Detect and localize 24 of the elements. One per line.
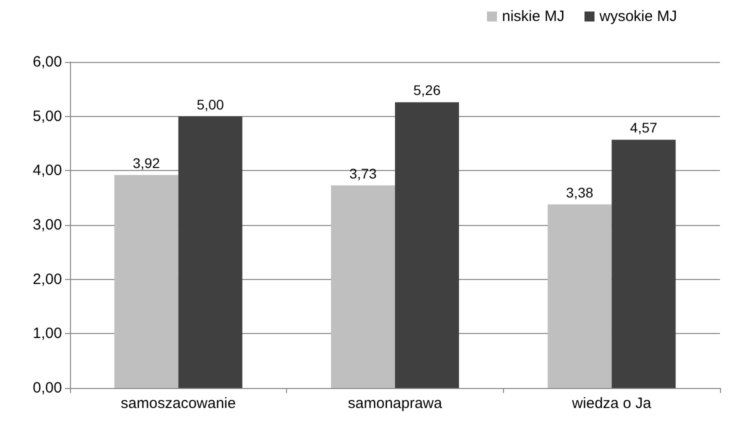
bar: [178, 116, 242, 388]
y-tick-label: 2,00: [32, 270, 62, 288]
x-tick-label: samonaprawa: [348, 395, 443, 412]
x-tick-label: wiedza o Ja: [571, 395, 652, 412]
data-label: 3,92: [132, 155, 160, 172]
data-label: 4,57: [630, 120, 658, 136]
y-tick-label: 1,00: [32, 325, 62, 342]
y-tick-label: 5,00: [32, 108, 62, 125]
data-label: 5,00: [196, 96, 224, 112]
x-tick-label: samoszacowanie: [120, 395, 236, 412]
bar: [548, 204, 612, 388]
y-tick-label: 3,00: [32, 216, 62, 234]
data-label: 3,38: [566, 184, 594, 200]
data-label: 5,26: [413, 82, 441, 98]
y-tick-label: 6,00: [32, 54, 62, 70]
bar: [395, 102, 459, 388]
data-label: 3,73: [349, 165, 377, 182]
bar: [331, 185, 395, 388]
y-tick-label: 0,00: [32, 380, 62, 396]
legend-label: wysokie MJ: [598, 8, 678, 25]
bar: [114, 175, 178, 388]
y-tick-label: 4,00: [32, 162, 62, 180]
legend-label: niskie MJ: [502, 8, 564, 25]
bar: [612, 140, 676, 388]
